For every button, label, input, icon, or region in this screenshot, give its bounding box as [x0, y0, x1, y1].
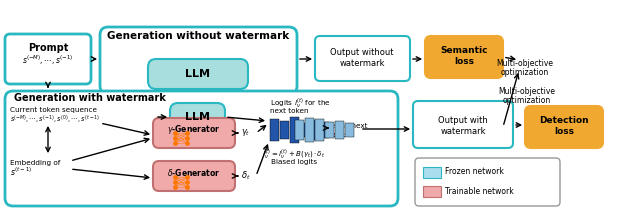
FancyBboxPatch shape: [315, 36, 410, 81]
Text: $s^{(-M)}, \cdots, s^{(-1)}$: $s^{(-M)}, \cdots, s^{(-1)}$: [22, 53, 74, 67]
Bar: [310, 120, 319, 140]
Bar: [423, 167, 441, 178]
Text: Biased logits: Biased logits: [271, 159, 317, 165]
Text: Multi-objective: Multi-objective: [497, 58, 554, 68]
Text: Multi-objective: Multi-objective: [499, 87, 556, 96]
Text: $\hat{l}_\nu^{(t)} = l_\nu^{(t)} + B(\gamma_t) \cdot \delta_t$: $\hat{l}_\nu^{(t)} = l_\nu^{(t)} + B(\ga…: [262, 147, 326, 161]
Text: next token: next token: [270, 108, 308, 114]
Text: Sample the next: Sample the next: [308, 123, 368, 129]
Text: $\delta$-Generator: $\delta$-Generator: [167, 168, 221, 179]
Text: Generation with watermark: Generation with watermark: [14, 93, 166, 103]
Bar: [295, 120, 304, 140]
Bar: [345, 123, 354, 137]
Text: Detection: Detection: [539, 115, 589, 124]
Text: loss: loss: [454, 57, 474, 65]
FancyBboxPatch shape: [525, 106, 603, 148]
FancyBboxPatch shape: [5, 34, 91, 84]
Text: LLM: LLM: [186, 69, 211, 79]
Text: $\gamma_t$: $\gamma_t$: [241, 127, 250, 138]
Bar: [325, 122, 334, 138]
Text: loss: loss: [554, 127, 574, 137]
Text: Output with: Output with: [438, 115, 488, 124]
Bar: [335, 121, 344, 139]
Bar: [280, 121, 289, 139]
FancyBboxPatch shape: [425, 36, 503, 78]
FancyBboxPatch shape: [100, 27, 297, 94]
Text: $\delta_t$: $\delta_t$: [241, 170, 251, 182]
Bar: [300, 123, 309, 137]
Text: Semantic: Semantic: [440, 46, 488, 54]
FancyBboxPatch shape: [415, 158, 560, 206]
Bar: [305, 118, 314, 142]
Text: optimization: optimization: [501, 68, 549, 77]
Text: $s^{(t-1)}$: $s^{(t-1)}$: [10, 166, 32, 178]
Bar: [320, 122, 329, 138]
Text: $\gamma$-Generator: $\gamma$-Generator: [168, 123, 221, 135]
Text: watermark: watermark: [339, 58, 385, 68]
Bar: [270, 119, 279, 141]
Text: Output without: Output without: [330, 47, 394, 57]
FancyBboxPatch shape: [5, 91, 398, 206]
Text: $s^{(-M)}, \cdots, s^{(-1)}, s^{(0)}, \cdots, s^{(t-1)}$: $s^{(-M)}, \cdots, s^{(-1)}, s^{(0)}, \c…: [10, 113, 100, 125]
FancyBboxPatch shape: [153, 161, 235, 191]
FancyBboxPatch shape: [148, 59, 248, 89]
Text: LLM: LLM: [184, 112, 209, 122]
Text: Generation without watermark: Generation without watermark: [107, 31, 289, 41]
Bar: [423, 186, 441, 197]
Bar: [315, 119, 324, 141]
Text: Trainable network: Trainable network: [445, 187, 514, 196]
Text: Current token sequence: Current token sequence: [10, 107, 97, 113]
Text: Frozen network: Frozen network: [445, 168, 504, 176]
FancyBboxPatch shape: [413, 101, 513, 148]
FancyBboxPatch shape: [153, 118, 235, 148]
Text: optimization: optimization: [503, 96, 551, 104]
Text: watermark: watermark: [440, 127, 486, 137]
Bar: [290, 117, 299, 143]
Text: Logits $l_\nu^{(t)}$ for the: Logits $l_\nu^{(t)}$ for the: [270, 96, 331, 110]
Text: Prompt: Prompt: [28, 43, 68, 53]
Text: Embedding of: Embedding of: [10, 160, 60, 166]
FancyBboxPatch shape: [170, 103, 225, 131]
Text: token $s^{(t)}$: token $s^{(t)}$: [321, 128, 355, 139]
